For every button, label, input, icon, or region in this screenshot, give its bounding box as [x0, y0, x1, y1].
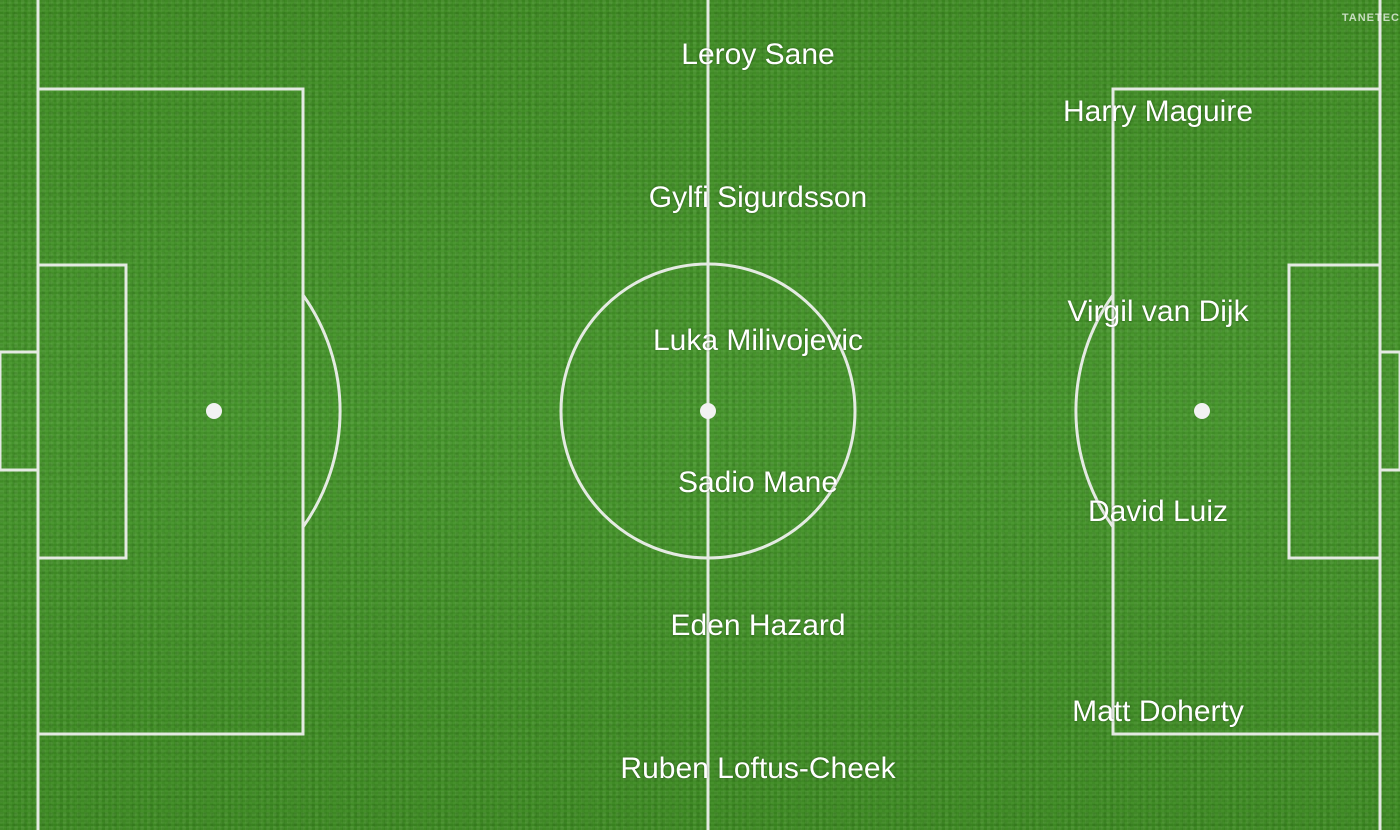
right-goal — [1378, 350, 1400, 472]
player-label: Gylfi Sigurdsson — [648, 181, 868, 214]
player-label: Eden Hazard — [670, 609, 846, 642]
player-label: Ruben Loftus-Cheek — [620, 752, 896, 785]
player-label: Luka Milivojevic — [652, 324, 864, 357]
right-goal-area — [1287, 263, 1382, 560]
right-penalty-arc — [1074, 294, 1115, 528]
player-label: Matt Doherty — [1072, 695, 1244, 728]
center-spot — [700, 403, 716, 419]
left-penalty-spot — [206, 403, 222, 419]
left-goal-area — [36, 263, 128, 560]
player-label: David Luiz — [1087, 495, 1229, 528]
player-label: Virgil van Dijk — [1067, 295, 1249, 328]
left-penalty-arc — [301, 294, 342, 528]
left-goal — [0, 350, 40, 472]
watermark-text: TANETEC — [1341, 12, 1400, 24]
right-penalty-box — [1111, 87, 1382, 736]
center-circle — [559, 262, 857, 560]
player-label: Sadio Mane — [677, 466, 839, 499]
player-label: Leroy Sane — [681, 38, 835, 71]
left-penalty-box — [36, 87, 305, 736]
right-penalty-spot — [1194, 403, 1210, 419]
player-label: Harry Maguire — [1062, 95, 1254, 128]
